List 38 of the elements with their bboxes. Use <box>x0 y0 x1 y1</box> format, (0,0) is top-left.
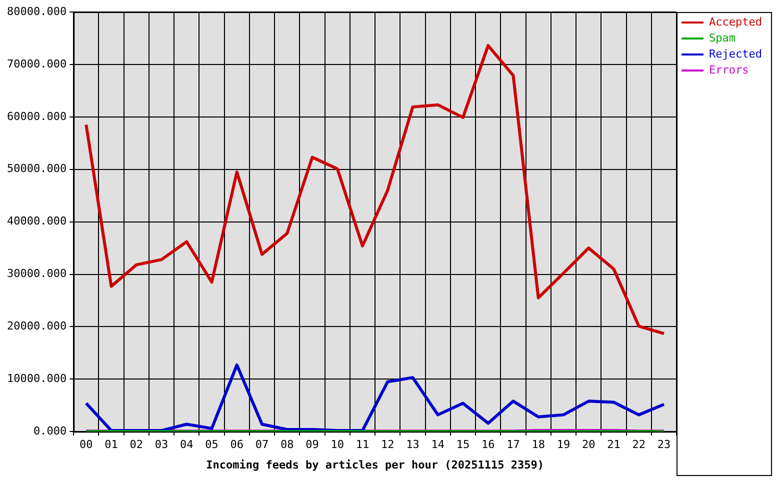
x-tick-label: 01 <box>104 438 118 452</box>
x-tick-label: 04 <box>180 438 194 452</box>
x-tick-label: 06 <box>230 438 244 452</box>
y-tick-label: 0.000 <box>33 424 67 438</box>
x-tick-label: 07 <box>255 438 269 452</box>
x-tick-label: 22 <box>632 438 646 452</box>
y-tick-label: 70000.000 <box>6 57 67 70</box>
x-tick-label: 14 <box>431 438 445 452</box>
x-tick-label: 10 <box>330 438 344 452</box>
x-tick-label: 08 <box>280 438 294 452</box>
x-tick-label: 09 <box>306 438 319 452</box>
x-tick-label: 02 <box>130 438 144 452</box>
x-axis-title: Incoming feeds by articles per hour (20251115 2359) <box>206 458 544 472</box>
x-tick-label: 19 <box>556 438 570 452</box>
legend-label: Errors <box>709 63 749 76</box>
x-tick-label: 17 <box>506 438 520 452</box>
x-tick-label: 23 <box>657 438 671 452</box>
y-tick-label: 60000.000 <box>6 110 67 123</box>
x-tick-label: 11 <box>356 438 370 452</box>
y-tick-label: 50000.000 <box>6 162 67 176</box>
x-tick-label: 05 <box>205 438 218 452</box>
legend-label: Rejected <box>709 47 762 60</box>
y-tick-label: 40000.000 <box>6 214 67 228</box>
x-tick-label: 00 <box>80 438 93 452</box>
x-tick-label: 15 <box>456 438 470 452</box>
x-tick-label: 20 <box>582 438 596 452</box>
legend-label: Accepted <box>709 15 762 28</box>
x-tick-label: 12 <box>380 438 394 452</box>
legend-label: Spam <box>709 31 736 44</box>
x-tick-label: 18 <box>532 438 545 452</box>
x-tick-label: 03 <box>154 438 168 452</box>
y-tick-label: 80000.000 <box>6 4 67 18</box>
y-tick-label: 30000.000 <box>6 267 67 280</box>
x-tick-label: 21 <box>607 438 620 452</box>
y-tick-label: 10000.000 <box>6 372 67 386</box>
y-tick-label: 20000.000 <box>6 320 67 333</box>
x-tick-label: 13 <box>406 438 420 452</box>
x-tick-label: 16 <box>481 438 495 452</box>
